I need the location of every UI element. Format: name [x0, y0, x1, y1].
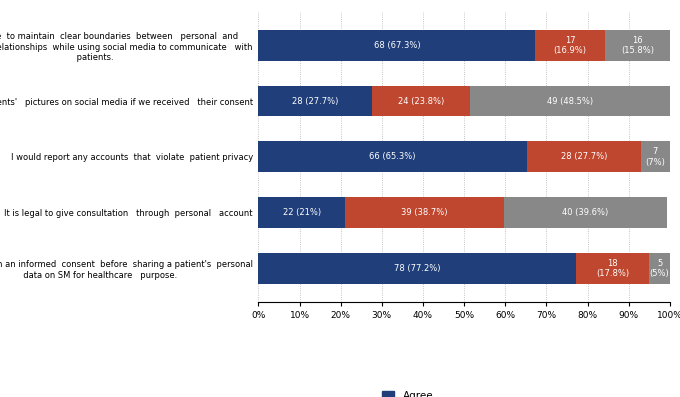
- Bar: [649, 253, 670, 283]
- Text: 66 (65.3%): 66 (65.3%): [369, 152, 416, 161]
- Text: 7
(7%): 7 (7%): [645, 147, 665, 166]
- Bar: [576, 253, 649, 283]
- Bar: [605, 30, 670, 61]
- Text: 17
(16.9%): 17 (16.9%): [554, 36, 587, 55]
- Text: 16
(15.8%): 16 (15.8%): [621, 36, 653, 55]
- Bar: [258, 30, 535, 61]
- Text: 28 (27.7%): 28 (27.7%): [292, 96, 339, 106]
- Text: 39 (38.7%): 39 (38.7%): [401, 208, 447, 217]
- Text: 24 (23.8%): 24 (23.8%): [398, 96, 445, 106]
- Text: 78 (77.2%): 78 (77.2%): [394, 264, 441, 273]
- Bar: [258, 86, 373, 116]
- Text: 68 (67.3%): 68 (67.3%): [373, 41, 420, 50]
- Bar: [471, 86, 670, 116]
- Bar: [345, 197, 504, 228]
- Bar: [258, 253, 576, 283]
- Text: 49 (48.5%): 49 (48.5%): [547, 96, 593, 106]
- Bar: [641, 141, 670, 172]
- Text: 5
(5%): 5 (5%): [649, 258, 669, 278]
- Text: 28 (27.7%): 28 (27.7%): [561, 152, 607, 161]
- Bar: [373, 86, 471, 116]
- Text: 18
(17.8%): 18 (17.8%): [596, 258, 629, 278]
- Text: 40 (39.6%): 40 (39.6%): [562, 208, 609, 217]
- Legend: Agree, Not sure, Disagree: Agree, Not sure, Disagree: [379, 388, 452, 397]
- Text: 22 (21%): 22 (21%): [282, 208, 321, 217]
- Bar: [258, 197, 345, 228]
- Bar: [504, 197, 667, 228]
- Bar: [527, 141, 641, 172]
- Bar: [535, 30, 605, 61]
- Bar: [258, 141, 527, 172]
